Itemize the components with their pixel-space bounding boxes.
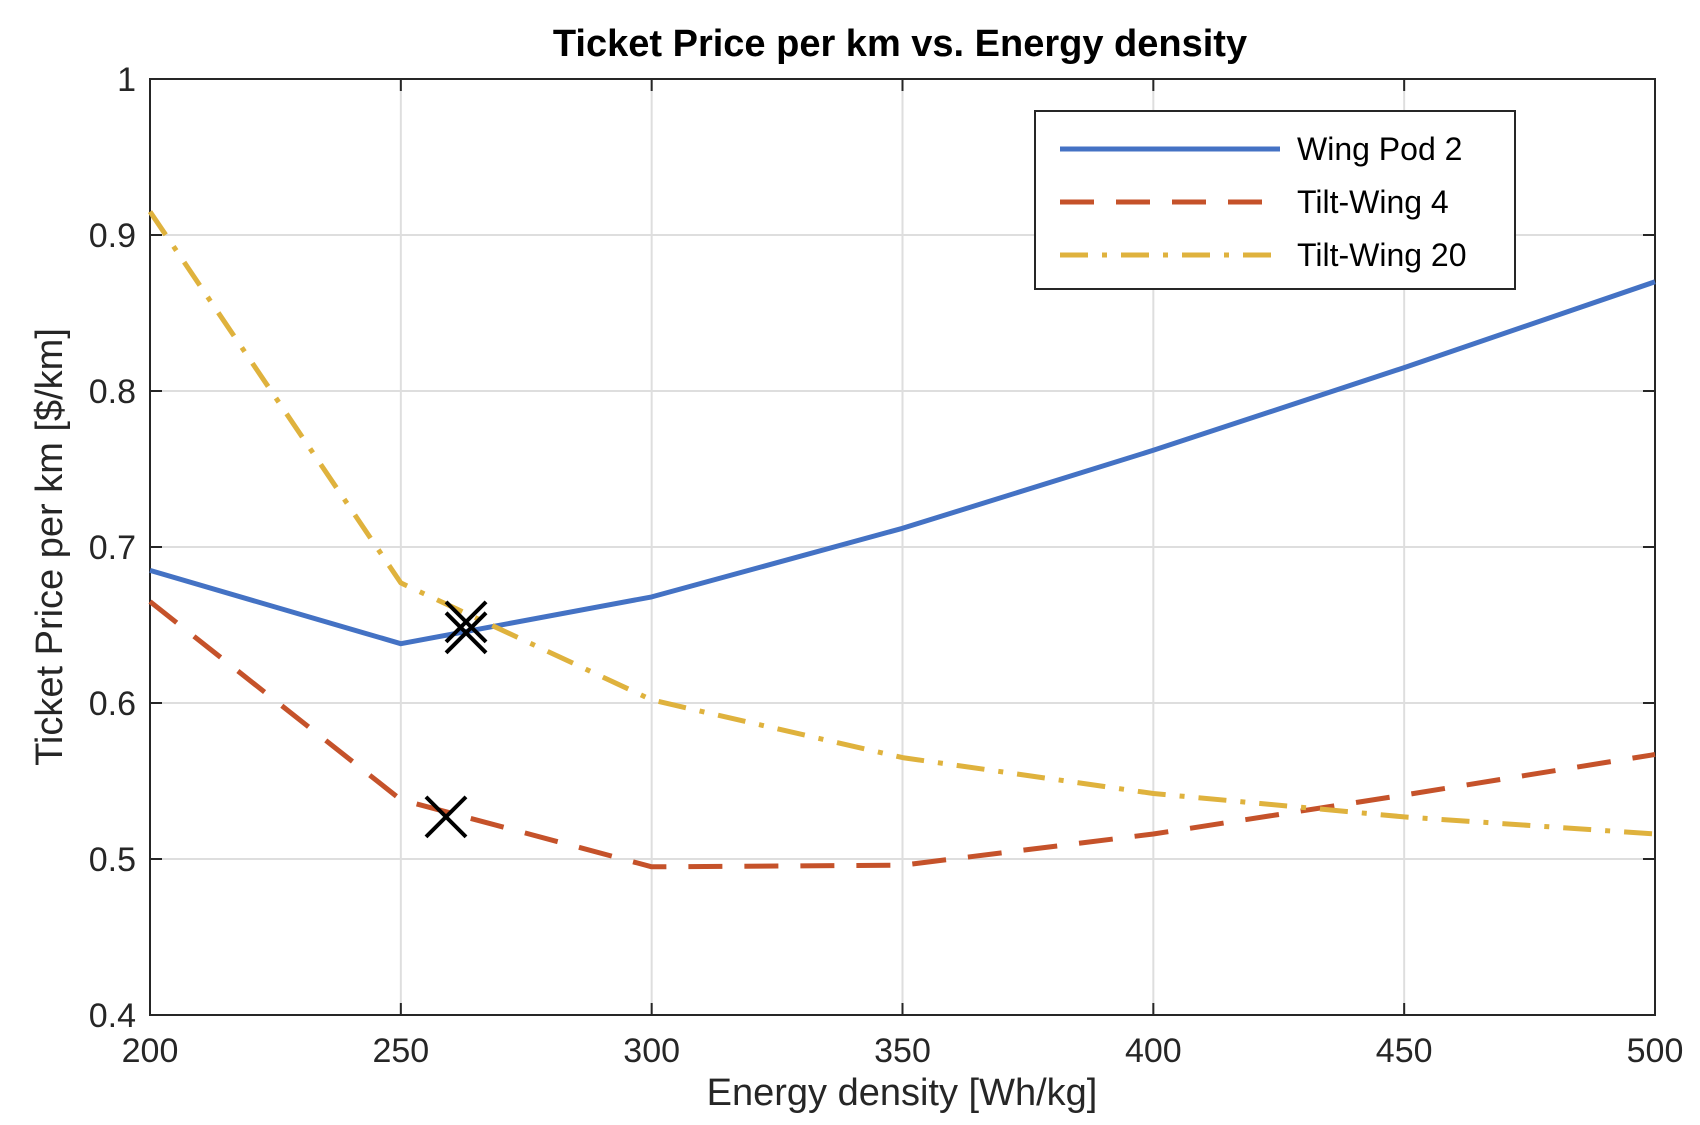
x-marker [424, 795, 468, 839]
legend: Wing Pod 2 Tilt-Wing 4 Tilt-Wing 20 [1034, 110, 1516, 290]
x-tick-label: 350 [874, 1032, 931, 1070]
series-group [147, 210, 1656, 870]
x-axis-label: Energy density [Wh/kg] [707, 1072, 1098, 1114]
x-tick-label: 400 [1125, 1032, 1182, 1070]
x-tick-label: 200 [122, 1032, 179, 1070]
y-tick-label: 0.7 [89, 529, 136, 567]
legend-label: Tilt-Wing 20 [1297, 237, 1467, 273]
legend-box [1034, 110, 1516, 290]
chart-title: Ticket Price per km vs. Energy density [553, 23, 1247, 65]
y-tick-label: 0.5 [89, 841, 136, 879]
x-marker [444, 611, 488, 655]
y-tick-label: 0.4 [89, 997, 136, 1035]
y-axis-label: Ticket Price per km [$/km] [29, 328, 71, 766]
y-tick-label: 0.6 [89, 685, 136, 723]
y-tick-label: 0.8 [89, 373, 136, 411]
series-line-3 [147, 210, 1656, 837]
axis-ticks: 200 250 300 350 400 450 500 0.4 0.5 0.6 0.7 0.8 0.9 1 [89, 61, 1684, 1070]
y-tick-label: 0.9 [89, 217, 136, 255]
series-line-1 [149, 279, 1656, 647]
x-tick-label: 500 [1627, 1032, 1684, 1070]
x-tick-label: 250 [372, 1032, 429, 1070]
x-tick-label: 450 [1376, 1032, 1433, 1070]
x-tick-label: 300 [623, 1032, 680, 1070]
legend-label: Wing Pod 2 [1297, 131, 1462, 167]
y-tick-label: 1 [117, 61, 136, 99]
marker-group [424, 600, 488, 839]
x-marker [444, 600, 488, 644]
legend-label: Tilt-Wing 4 [1297, 184, 1449, 220]
